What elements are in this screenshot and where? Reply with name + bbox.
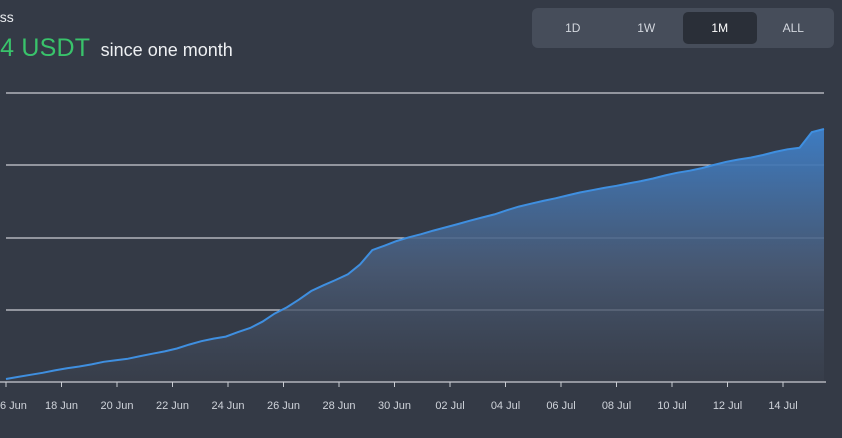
tab-1d[interactable]: 1D [565, 21, 581, 35]
x-tick-label: 02 Jul [435, 400, 464, 412]
x-tick-label: 6 Jun [0, 400, 27, 412]
x-tick-label: 24 Jun [211, 400, 244, 412]
pnl-area-fill [6, 129, 824, 382]
tab-all[interactable]: ALL [782, 21, 804, 35]
pnl-label: oss [0, 9, 14, 25]
x-tick-label: 14 Jul [768, 400, 797, 412]
pnl-line [5, 128, 825, 380]
x-tick-label: 22 Jun [156, 400, 189, 412]
tab-1m[interactable]: 1M [683, 12, 757, 44]
x-tick-label: 12 Jul [713, 400, 742, 412]
pnl-period-text: since one month [100, 40, 233, 60]
x-tick-label: 06 Jul [546, 400, 575, 412]
x-tick-label: 08 Jul [602, 400, 631, 412]
x-tick-label: 28 Jun [322, 400, 355, 412]
pnl-value: 24 USDT [0, 34, 91, 62]
x-tick-label: 26 Jun [267, 400, 300, 412]
x-tick-label: 20 Jun [100, 400, 133, 412]
x-tick-label: 18 Jun [45, 400, 78, 412]
x-tick-label: 10 Jul [657, 400, 686, 412]
pnl-headline: 24 USDT since one month [0, 34, 233, 63]
x-tick-label: 04 Jul [491, 400, 520, 412]
x-tick-label: 30 Jun [378, 400, 411, 412]
time-range-selector: 1D 1W 1M ALL [532, 8, 834, 48]
tab-1w[interactable]: 1W [637, 21, 656, 35]
